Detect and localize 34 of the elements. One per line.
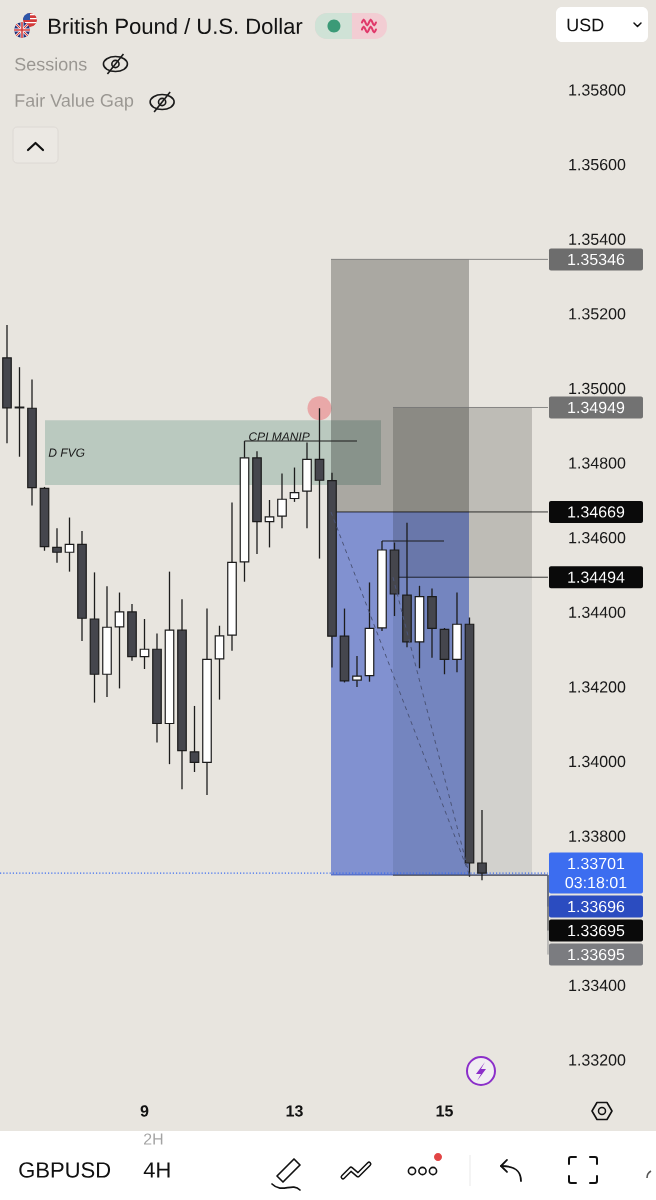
y-tick-label: 1.34200 <box>569 681 626 693</box>
ref-line-label: 1.33695 <box>568 948 625 961</box>
text: 2H <box>144 1133 163 1145</box>
text: 4H <box>143 1162 170 1178</box>
y-tick-label: 1.34400 <box>569 606 626 618</box>
y-tick-label: 1.35200 <box>569 308 626 320</box>
text: 03:18:01 <box>565 876 627 889</box>
ref-line-label: 1.34669 <box>568 506 625 518</box>
y-tick-label: 1.35800 <box>569 84 626 96</box>
y-tick-label: 1.35400 <box>569 233 626 245</box>
y-tick-label: 1.34000 <box>569 755 626 768</box>
ref-line-label: 1.33695 <box>568 924 625 937</box>
ref-line-label: 1.34494 <box>568 571 625 583</box>
ref-line-label: 1.34949 <box>568 401 625 414</box>
y-tick-label: 1.35000 <box>569 382 626 395</box>
ref-line-label: CPI MANIP <box>249 432 310 441</box>
text: Sessions <box>15 57 87 71</box>
chart-title: British Pound / U.S. Dollar <box>49 17 303 35</box>
y-tick-label: 1.34800 <box>569 457 626 469</box>
y-tick-label: 1.33200 <box>569 1054 626 1066</box>
y-tick-label: 1.33400 <box>569 979 626 992</box>
text: USD <box>567 18 604 32</box>
x-tick-label: 15 <box>436 1105 453 1117</box>
y-tick-label: 1.34600 <box>569 532 626 544</box>
ref-line-label: 1.33701 <box>568 857 625 870</box>
ref-line-label: 1.35346 <box>568 253 625 266</box>
band-label: D FVG <box>48 448 85 457</box>
y-tick-label: 1.33800 <box>569 830 626 842</box>
x-tick-label: 13 <box>286 1105 303 1117</box>
x-tick-label: 9 <box>140 1105 149 1117</box>
ref-line-label: 1.33696 <box>568 900 625 913</box>
y-tick-label: 1.35600 <box>569 158 626 171</box>
annotation: Fair Value Gap <box>15 93 134 111</box>
text: GBPUSD <box>19 1162 111 1178</box>
